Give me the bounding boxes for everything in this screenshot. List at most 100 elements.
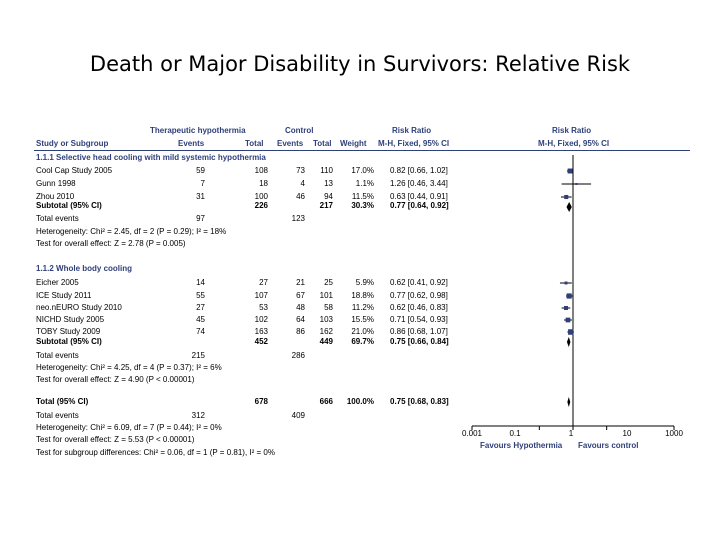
study-total2: 13 — [324, 179, 333, 188]
subtotal-label: Subtotal (95% CI) — [36, 337, 102, 346]
study-ci: 0.62 [0.46, 0.83] — [390, 303, 448, 312]
study-events2: 4 — [300, 179, 305, 188]
study-events2: 67 — [296, 291, 305, 300]
study-weight: 18.8% — [351, 291, 374, 300]
subtotal-label: Subtotal (95% CI) — [36, 201, 102, 210]
total-events-label: Total events — [36, 411, 79, 420]
study-ci: 0.77 [0.62, 0.98] — [390, 291, 448, 300]
header-group1: Therapeutic hypothermia — [150, 126, 246, 135]
study-events2: 48 — [296, 303, 305, 312]
study-weight: 11.2% — [351, 303, 374, 312]
header-weight: Weight — [340, 139, 367, 148]
study-events1: 74 — [196, 327, 205, 336]
study-total2: 101 — [319, 291, 333, 300]
study-name: neo.nEURO Study 2010 — [36, 303, 122, 312]
header-study: Study or Subgroup — [36, 139, 109, 148]
study-ci: 0.63 [0.44, 0.91] — [390, 192, 448, 201]
study-weight: 11.5% — [351, 192, 374, 201]
study-name: Gunn 1998 — [36, 179, 76, 188]
study-events2: 21 — [296, 278, 305, 287]
header-group2: Control — [285, 126, 314, 135]
study-weight: 17.0% — [351, 166, 374, 175]
favours-left-label: Favours Hypothermia — [480, 441, 563, 450]
study-ci: 0.62 [0.41, 0.92] — [390, 278, 448, 287]
study-total1: 108 — [254, 166, 268, 175]
section-label: 1.1.1 Selective head cooling with mild s… — [36, 153, 266, 162]
pooled-diamond — [566, 202, 572, 212]
study-name: TOBY Study 2009 — [36, 327, 101, 336]
study-total1: 102 — [254, 315, 268, 324]
total-events-label: Total events — [36, 214, 79, 223]
study-total2: 162 — [319, 327, 333, 336]
overall-effect-text: Test for overall effect: Z = 2.78 (P = 0… — [36, 239, 186, 248]
study-total1: 18 — [259, 179, 268, 188]
total-events1: 312 — [191, 411, 205, 420]
grand-total-label: Total (95% CI) — [36, 397, 89, 406]
study-marker — [565, 317, 571, 323]
study-weight: 5.9% — [355, 278, 374, 287]
study-weight: 1.1% — [355, 179, 374, 188]
section-label: 1.1.2 Whole body cooling — [36, 264, 133, 273]
subtotal-total1: 452 — [254, 337, 268, 346]
study-total1: 163 — [254, 327, 268, 336]
subtotal-weight: 30.3% — [351, 201, 374, 210]
subtotal-total2: 449 — [319, 337, 333, 346]
study-events2: 73 — [296, 166, 305, 175]
pooled-diamond — [566, 337, 571, 347]
study-events1: 31 — [196, 192, 205, 201]
header-total1: Total — [245, 139, 264, 148]
study-total1: 27 — [259, 278, 268, 287]
total-events2: 286 — [291, 351, 305, 360]
axis-tick-label: 0.001 — [461, 429, 483, 438]
study-events1: 45 — [196, 315, 205, 324]
grand-total-total1: 678 — [254, 397, 268, 406]
study-total1: 53 — [259, 303, 268, 312]
study-marker — [564, 194, 569, 200]
header-events1: Events — [178, 139, 205, 148]
favours-right-label: Favours control — [578, 441, 639, 450]
axis-tick-label: 1000 — [665, 429, 683, 438]
subgroup-differences-text: Test for subgroup differences: Chi² = 0.… — [36, 448, 275, 457]
overall-effect-text: Test for overall effect: Z = 4.90 (P < 0… — [36, 375, 195, 384]
study-events2: 46 — [296, 192, 305, 201]
header-risk-ratio: Risk Ratio — [392, 126, 432, 135]
study-events2: 64 — [296, 315, 305, 324]
study-ci: 0.71 [0.54, 0.93] — [390, 315, 448, 324]
axis-tick-label: 0.1 — [509, 429, 521, 438]
header-total2: Total — [313, 139, 332, 148]
study-weight: 15.5% — [351, 315, 374, 324]
study-weight: 21.0% — [351, 327, 374, 336]
subtotal-ci: 0.77 [0.64, 0.92] — [390, 201, 449, 210]
study-name: Cool Cap Study 2005 — [36, 166, 113, 175]
study-events1: 27 — [196, 303, 205, 312]
study-marker — [568, 329, 574, 335]
total-events-label: Total events — [36, 351, 79, 360]
study-total2: 94 — [324, 192, 333, 201]
study-events2: 86 — [296, 327, 305, 336]
axis-tick-label: 10 — [622, 429, 632, 438]
header-method-plot: M-H, Fixed, 95% CI — [538, 139, 610, 148]
header-method: M-H, Fixed, 95% CI — [378, 139, 450, 148]
study-marker — [566, 293, 572, 299]
study-name: NICHD Study 2005 — [36, 315, 105, 324]
study-name: ICE Study 2011 — [36, 291, 92, 300]
study-ci: 0.86 [0.68, 1.07] — [390, 327, 448, 336]
study-events1: 55 — [196, 291, 205, 300]
header-rule — [34, 150, 690, 151]
study-ci: 0.82 [0.66, 1.02] — [390, 166, 448, 175]
axis-tick-label: 1 — [568, 429, 574, 438]
total-events1: 215 — [191, 351, 205, 360]
study-marker — [564, 305, 569, 311]
pooled-diamond — [567, 397, 571, 407]
study-marker — [575, 183, 578, 185]
study-total1: 107 — [254, 291, 268, 300]
study-events1: 7 — [200, 179, 205, 188]
study-total1: 100 — [254, 192, 268, 201]
header-events2: Events — [277, 139, 304, 148]
subtotal-total2: 217 — [319, 201, 333, 210]
subtotal-total1: 226 — [254, 201, 268, 210]
grand-total-ci: 0.75 [0.68, 0.83] — [390, 397, 449, 406]
study-name: Eicher 2005 — [36, 278, 79, 287]
grand-total-weight: 100.0% — [346, 397, 374, 406]
